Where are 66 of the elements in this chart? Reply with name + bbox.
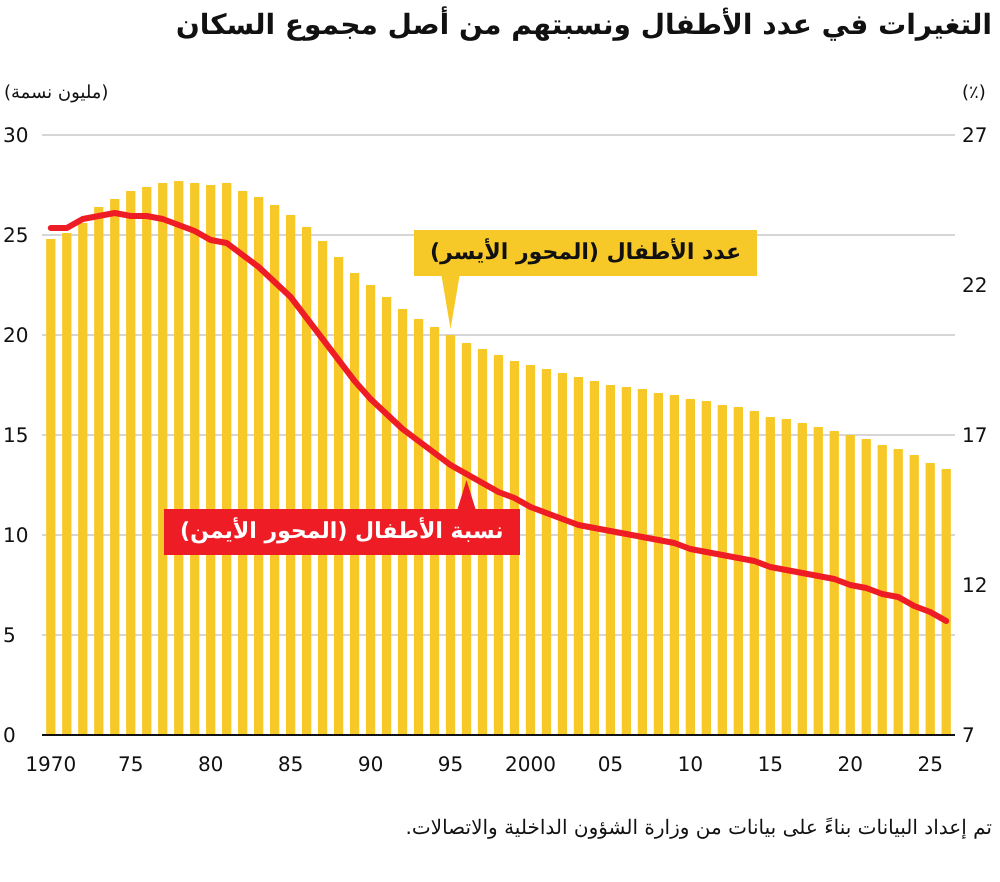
- bar: [798, 423, 807, 735]
- bar: [814, 427, 823, 735]
- y2-tick-label: 22: [962, 273, 988, 297]
- bar: [846, 435, 855, 735]
- bar: [718, 405, 727, 735]
- bar: [558, 373, 568, 735]
- x-tick-label: 80: [196, 752, 224, 776]
- y-tick-label: 30: [3, 123, 30, 147]
- y-tick-label: 5: [3, 623, 17, 647]
- bar: [654, 393, 664, 735]
- bar: [542, 369, 552, 735]
- bar: [830, 431, 839, 735]
- x-tick-label: 90: [356, 752, 384, 776]
- y2-tick-label: 7: [962, 723, 975, 747]
- x-tick-label: 95: [436, 752, 464, 776]
- x-tick-label: 15: [756, 752, 784, 776]
- x-tick-label: 20: [836, 752, 864, 776]
- x-tick-label: 75: [117, 752, 144, 776]
- bar: [734, 407, 743, 735]
- bar: [766, 417, 775, 735]
- bar: [702, 401, 711, 735]
- text: عدد الأطفال (المحور الأيسر): [414, 230, 758, 276]
- x-tick-label: 2000: [504, 752, 557, 776]
- y2-tick-label: 27: [962, 123, 988, 147]
- bar: [670, 395, 680, 735]
- y2-tick-label: 17: [962, 423, 988, 447]
- bar: [46, 239, 56, 735]
- bar: [622, 387, 632, 735]
- bar: [142, 187, 152, 735]
- y-tick-label: 25: [3, 223, 30, 247]
- bar: [78, 223, 88, 735]
- bar: [574, 377, 584, 735]
- bar: [942, 469, 951, 735]
- bar: [686, 399, 696, 735]
- y-axis-title: (مليون نسمة): [4, 82, 108, 103]
- x-tick-label: 05: [596, 752, 624, 776]
- legend-label: نسبة الأطفال (المحور الأيمن): [164, 509, 520, 555]
- y-tick-label: 10: [3, 523, 30, 547]
- y-tick-label: 20: [3, 323, 30, 347]
- bar: [110, 199, 120, 735]
- bar: [878, 445, 887, 735]
- bar: [526, 365, 536, 735]
- text: تم إعداد البيانات بناءً على بيانات من وزارة الشؤون الداخلية والاتصالات.: [404, 814, 992, 841]
- chart-title: التغيرات في عدد الأطفال ونسبتهم من أصل مجموع السكان: [174, 8, 992, 41]
- x-tick-label: 10: [676, 752, 704, 776]
- bar: [62, 233, 72, 735]
- bar: [126, 191, 136, 735]
- bar: [590, 381, 600, 735]
- bar: [94, 207, 104, 735]
- bar: [894, 449, 903, 735]
- bar: [606, 385, 616, 735]
- y-tick-label: 0: [3, 723, 17, 747]
- bar: [174, 181, 184, 735]
- bar: [158, 183, 168, 735]
- x-tick-label: 25: [916, 752, 944, 776]
- y2-tick-label: 12: [962, 573, 988, 597]
- x-tick-label: 85: [276, 752, 304, 776]
- bar: [782, 419, 791, 735]
- bar: [862, 439, 871, 735]
- y2-axis-title: (٪): [962, 82, 986, 103]
- bar: [910, 455, 919, 735]
- bar: [750, 411, 759, 735]
- y-tick-label: 15: [3, 423, 30, 447]
- bar: [638, 389, 648, 735]
- x-tick-label: 1970: [24, 752, 78, 776]
- bar: [926, 463, 935, 735]
